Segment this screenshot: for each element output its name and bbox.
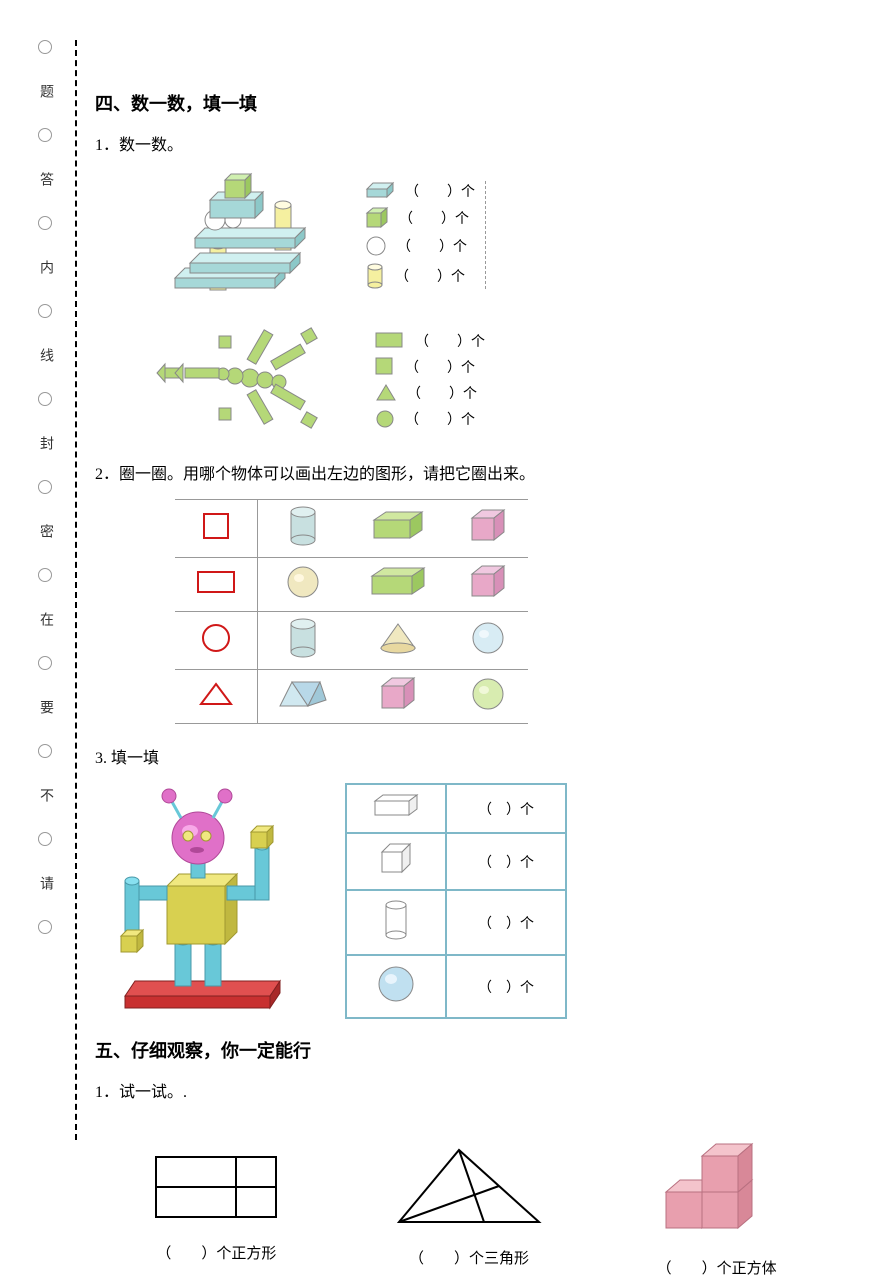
circle-mark	[38, 920, 52, 934]
count-blank: （ ）个	[399, 208, 469, 228]
circle-mark	[38, 216, 52, 230]
sidebar-char: 不	[35, 788, 55, 802]
count-blank: （ ）个	[397, 236, 467, 256]
triangles-figure	[389, 1142, 549, 1232]
dashed-separator-line	[75, 40, 77, 1140]
count-blank: （ ）个	[405, 357, 475, 377]
cuboid-icon	[368, 566, 428, 598]
sidebar-char: 要	[35, 700, 55, 714]
target-rect-icon	[195, 569, 237, 595]
sidebar-char: 题	[35, 84, 55, 98]
cylinder-icon	[381, 899, 411, 941]
cube-icon	[365, 207, 389, 229]
cylinder-icon	[285, 506, 321, 546]
count-blank: （ ）个	[405, 181, 475, 201]
target-circle-icon	[200, 622, 232, 654]
robot-count-table: （ ）个 （ ）个 （ ）个 （ ）个	[345, 783, 567, 1019]
target-square-icon	[200, 510, 232, 542]
sphere-icon	[365, 235, 387, 257]
count-blank: （ ）个	[407, 383, 477, 403]
rect-icon	[375, 332, 405, 350]
try-label: （ ）个正方体	[657, 1257, 777, 1278]
count-blank: （ ）个	[395, 266, 465, 286]
count-blank: （ ）个	[415, 331, 485, 351]
section4-title: 四、数一数，填一填	[95, 90, 833, 116]
sphere-icon	[285, 564, 321, 600]
worksheet-content: 四、数一数，填一填 1．数一数。	[95, 90, 833, 1278]
circle-shapes-table	[175, 499, 528, 724]
cone-icon	[377, 620, 419, 656]
count-blank: （ ）个	[446, 833, 566, 890]
circle-mark	[38, 832, 52, 846]
cuboid-icon	[365, 181, 395, 201]
sidebar-binding-marks: 题 答 内 线 封 密 在 要 不 请	[20, 40, 70, 1140]
sidebar-char: 线	[35, 348, 55, 362]
sidebar-char: 封	[35, 436, 55, 450]
q5-1-label: 1．试一试。.	[95, 1078, 833, 1102]
robot-figure	[95, 786, 295, 1016]
cylinder-icon	[285, 618, 321, 658]
sidebar-char: 请	[35, 876, 55, 890]
triangle-icon	[375, 383, 397, 403]
q3-label: 3. 填一填	[95, 744, 833, 768]
blocks-count-list: （ ）个 （ ）个 （ ）个 （ ）个	[365, 181, 486, 289]
sphere-icon	[470, 620, 506, 656]
circle-mark	[38, 656, 52, 670]
sidebar-char: 内	[35, 260, 55, 274]
square-icon	[375, 357, 395, 377]
section5-title: 五、仔细观察，你一定能行	[95, 1037, 833, 1063]
cube-icon	[468, 508, 508, 544]
count-blank: （ ）个	[446, 784, 566, 833]
circle-icon	[375, 409, 395, 429]
cuboid-icon	[370, 508, 426, 544]
count-blank: （ ）个	[446, 890, 566, 955]
cubes-figure	[652, 1132, 782, 1242]
circle-mark	[38, 568, 52, 582]
sphere-icon	[470, 676, 506, 712]
count-blank: （ ）个	[405, 409, 475, 429]
circle-mark	[38, 304, 52, 318]
cuboid-icon	[371, 793, 421, 819]
sidebar-char: 答	[35, 172, 55, 186]
star-figure	[155, 320, 345, 440]
sphere-icon	[376, 964, 416, 1004]
try-label: （ ）个正方形	[156, 1242, 276, 1263]
circle-mark	[38, 40, 52, 54]
count-blank: （ ）个	[446, 955, 566, 1018]
cube-icon	[378, 842, 414, 876]
prism-icon	[278, 678, 328, 710]
cylinder-icon	[365, 263, 385, 289]
circle-mark	[38, 392, 52, 406]
cube-icon	[378, 676, 418, 712]
circle-mark	[38, 744, 52, 758]
circle-mark	[38, 128, 52, 142]
try-label: （ ）个三角形	[409, 1247, 529, 1268]
star-count-list: （ ）个 （ ）个 （ ）个 （ ）个	[375, 331, 485, 429]
circle-mark	[38, 480, 52, 494]
blocks-figure	[155, 170, 335, 300]
sidebar-char: 在	[35, 612, 55, 626]
cube-icon	[468, 564, 508, 600]
squares-figure	[146, 1147, 286, 1227]
sidebar-char: 密	[35, 524, 55, 538]
q1-label: 1．数一数。	[95, 131, 833, 155]
target-triangle-icon	[198, 680, 234, 708]
q2-label: 2．圈一圈。用哪个物体可以画出左边的图形，请把它圈出来。	[95, 460, 833, 484]
